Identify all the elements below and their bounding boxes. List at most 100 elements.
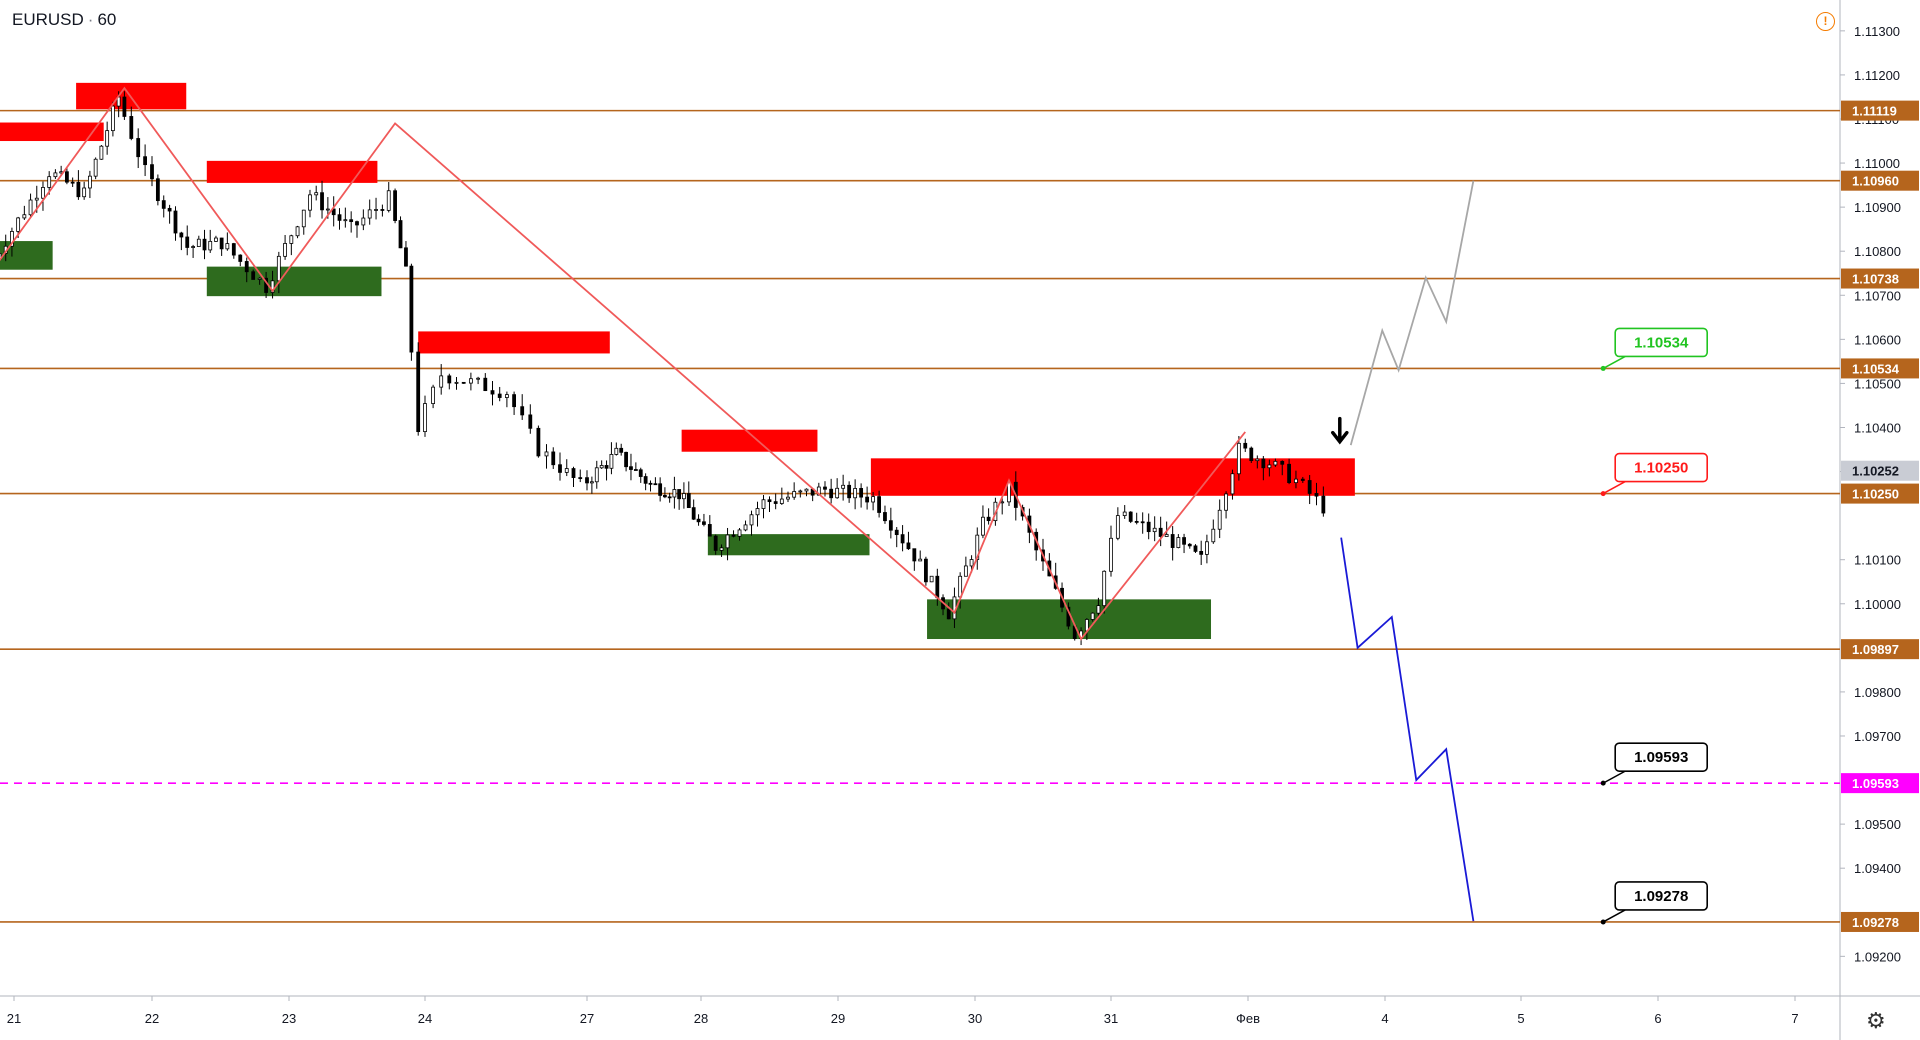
candle-body <box>792 491 797 498</box>
candle-body <box>331 208 336 216</box>
candle-body <box>614 447 619 455</box>
candle-body <box>219 237 224 250</box>
candle-body <box>672 489 677 498</box>
candle-body <box>841 484 846 489</box>
candle-body <box>295 226 300 237</box>
level-tag-label: 1.10250 <box>1852 487 1899 502</box>
level-tag-bg <box>1841 268 1919 289</box>
candle-body <box>779 498 784 504</box>
candle-body <box>1273 460 1278 466</box>
level-tag-label: 1.09278 <box>1852 915 1899 930</box>
candle-body <box>629 466 633 470</box>
candle-body <box>416 351 421 433</box>
time-tick-label: Фев <box>1236 1011 1260 1026</box>
candle-body <box>888 520 893 531</box>
callout-box <box>1614 881 1708 911</box>
callout-pointer <box>1602 909 1626 923</box>
candle-body <box>76 181 81 198</box>
candle-body <box>301 209 306 228</box>
candle-body <box>761 499 766 509</box>
candle-body <box>1314 493 1319 497</box>
candle-body <box>1267 464 1272 469</box>
price-tick-label: 1.11300 <box>1854 24 1900 39</box>
candle-body <box>393 190 397 221</box>
candle-body <box>906 542 911 550</box>
callout-anchor <box>1600 365 1606 371</box>
candle-body <box>423 403 427 433</box>
candle-body <box>1261 458 1266 469</box>
title-separator: · <box>87 10 94 29</box>
demand-zone <box>206 266 382 297</box>
candle-body <box>1164 534 1169 537</box>
candle-body <box>454 381 459 384</box>
time-tick-label: 23 <box>282 1011 296 1026</box>
candle-body <box>958 575 963 598</box>
candle-body <box>314 192 319 196</box>
candle-body <box>1193 545 1198 552</box>
candle-body <box>877 496 881 513</box>
candle-body <box>713 535 718 551</box>
callout-label: 1.09278 <box>1634 888 1688 905</box>
candle-body <box>929 575 934 583</box>
candle-body <box>663 495 667 498</box>
candle-body <box>544 451 549 457</box>
candle-body <box>1122 511 1127 517</box>
candle-body <box>691 507 696 520</box>
price-tick-label: 1.10000 <box>1854 597 1901 612</box>
candle-body <box>725 534 730 549</box>
candle-body <box>737 529 742 537</box>
candle-body <box>0 252 2 260</box>
candle-body <box>667 496 672 499</box>
candle-body <box>551 451 556 466</box>
candle-body <box>150 164 154 180</box>
candle-body <box>283 243 287 257</box>
level-tag-bg <box>1841 773 1919 794</box>
candle-body <box>900 534 905 544</box>
price-tick-label: 1.10100 <box>1854 553 1901 568</box>
candle-body <box>1066 606 1071 627</box>
candle-body <box>594 467 599 483</box>
alert-circle-icon[interactable]: ! <box>1816 12 1835 31</box>
candle-body <box>1152 527 1157 533</box>
level-tag-label: 1.09897 <box>1852 642 1899 657</box>
demand-zone <box>707 534 870 556</box>
supply-zone <box>681 429 818 452</box>
candle-body <box>1090 612 1095 620</box>
candle-body <box>829 488 834 499</box>
candle-body <box>367 209 372 219</box>
candle-body <box>883 512 887 522</box>
callout-label: 1.10250 <box>1634 460 1688 477</box>
price-tick-label: 1.10600 <box>1854 332 1901 347</box>
callout-label: 1.10534 <box>1634 334 1689 351</box>
candle-body <box>865 496 870 503</box>
gear-icon[interactable]: ⚙ <box>1866 1008 1886 1033</box>
time-tick-label: 28 <box>694 1011 708 1026</box>
level-price-tag: 1.10250 <box>1841 483 1919 504</box>
candle-body <box>404 247 408 267</box>
price-tick-label: 1.09800 <box>1854 685 1901 700</box>
time-tick-label: 21 <box>7 1011 21 1026</box>
time-tick-label: 24 <box>418 1011 432 1026</box>
candle-body <box>65 171 69 183</box>
candle-body <box>1128 511 1133 522</box>
level-tag-label: 1.10738 <box>1852 272 1899 287</box>
candle-body <box>986 516 991 522</box>
callout-anchor <box>1600 491 1606 497</box>
candle-body <box>804 488 809 492</box>
candle-body <box>320 192 324 211</box>
candle-body <box>308 194 312 211</box>
candle-body <box>749 514 754 526</box>
candle-body <box>251 271 256 280</box>
candle-body <box>173 210 178 234</box>
candle-body <box>398 220 403 249</box>
candle-body <box>380 209 385 211</box>
candle-body <box>1280 460 1285 465</box>
candle-body <box>504 394 509 398</box>
candle-body <box>604 465 609 469</box>
level-tag-label: 1.10534 <box>1852 361 1900 376</box>
price-tick-label: 1.10500 <box>1854 376 1901 391</box>
candle-body <box>520 406 525 416</box>
price-tick-label: 1.09700 <box>1854 729 1901 744</box>
